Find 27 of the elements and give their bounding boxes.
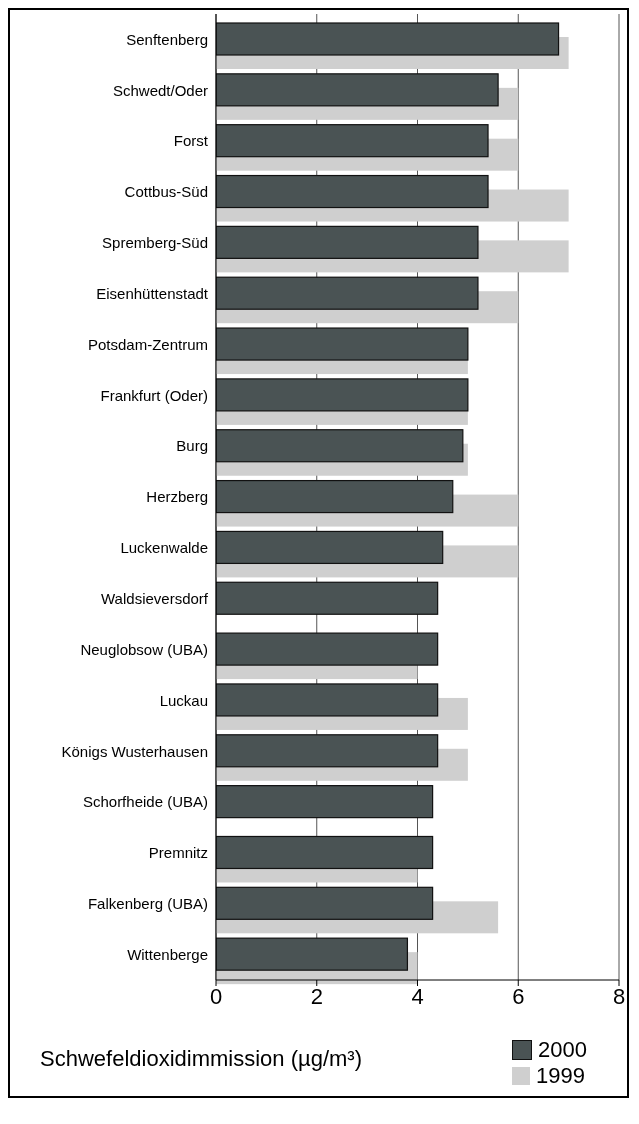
y-tick-label: Senftenberg	[126, 30, 208, 48]
y-tick-label: Forst	[173, 132, 209, 150]
y-tick-label: Herzberg	[146, 488, 208, 506]
y-tick-label: Spremberg-Süd	[102, 234, 208, 252]
legend-label: 1999	[536, 1063, 585, 1088]
x-tick-label: 6	[512, 983, 525, 1009]
y-tick-label: Falkenberg (UBA)	[87, 895, 208, 913]
x-tick-label: 8	[612, 983, 626, 1009]
y-tick-label: Potsdam-Zentrum	[87, 335, 208, 353]
y-tick-label: Luckau	[159, 691, 208, 709]
y-tick-label: Frankfurt (Oder)	[100, 386, 208, 404]
y-tick-label: Neuglobsow (UBA)	[80, 640, 208, 658]
x-tick-label: 2	[310, 983, 323, 1009]
y-tick-label: Waldsieversdorf	[101, 590, 209, 608]
y-tick-label: Königs Wusterhausen	[61, 742, 208, 760]
y-tick-label: Schwedt/Oder	[112, 81, 208, 99]
x-tick-label: 0	[209, 983, 223, 1009]
y-tick-label: Luckenwalde	[120, 539, 208, 557]
y-tick-label: Wittenberge	[127, 945, 208, 963]
y-tick-label: Burg	[176, 437, 208, 455]
x-tick-label: 4	[411, 983, 424, 1009]
y-tick-label: Eisenhüttenstadt	[96, 284, 209, 302]
y-tick-label: Schorfheide (UBA)	[82, 793, 208, 811]
legend-label: 2000	[538, 1037, 587, 1062]
y-tick-label: Cottbus-Süd	[124, 183, 208, 201]
y-tick-label: Premnitz	[148, 844, 208, 862]
x-axis-title: Schwefeldioxidimmission (µg/m³)	[40, 1045, 362, 1072]
